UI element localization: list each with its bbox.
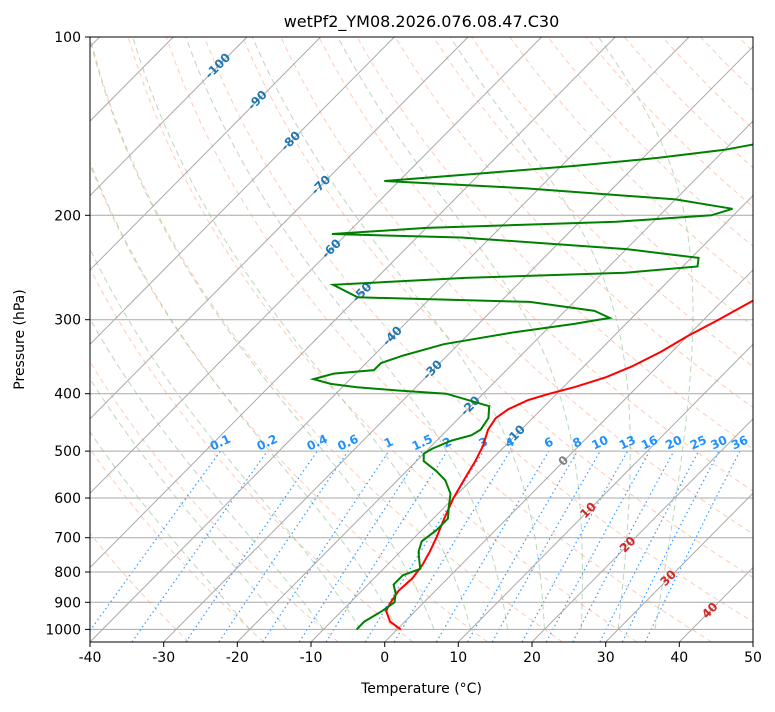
y-tick-label: 500 bbox=[54, 444, 81, 460]
x-tick-label: 20 bbox=[523, 650, 541, 666]
y-tick-label: 600 bbox=[54, 491, 81, 507]
chart-title: wetPf2_YM08.2026.076.08.47.C30 bbox=[284, 12, 560, 32]
y-tick-label: 1000 bbox=[45, 622, 81, 638]
y-tick-label: 700 bbox=[54, 531, 81, 547]
y-tick-label: 800 bbox=[54, 565, 81, 581]
x-tick-label: 40 bbox=[670, 650, 688, 666]
y-tick-label: 400 bbox=[54, 387, 81, 403]
y-axis-label: Pressure (hPa) bbox=[12, 289, 28, 389]
x-axis-label: Temperature (°C) bbox=[360, 681, 482, 697]
x-tick-label: -10 bbox=[300, 650, 323, 666]
x-tick-label: -30 bbox=[152, 650, 175, 666]
x-tick-label: 30 bbox=[597, 650, 615, 666]
y-tick-label: 100 bbox=[54, 30, 81, 46]
y-tick-label: 300 bbox=[54, 313, 81, 329]
x-tick-label: 50 bbox=[744, 650, 762, 666]
y-tick-label: 900 bbox=[54, 595, 81, 611]
x-tick-label: -20 bbox=[226, 650, 249, 666]
x-tick-label: 10 bbox=[449, 650, 467, 666]
y-tick-label: 200 bbox=[54, 208, 81, 224]
x-tick-label: -40 bbox=[79, 650, 102, 666]
x-tick-label: 0 bbox=[380, 650, 389, 666]
